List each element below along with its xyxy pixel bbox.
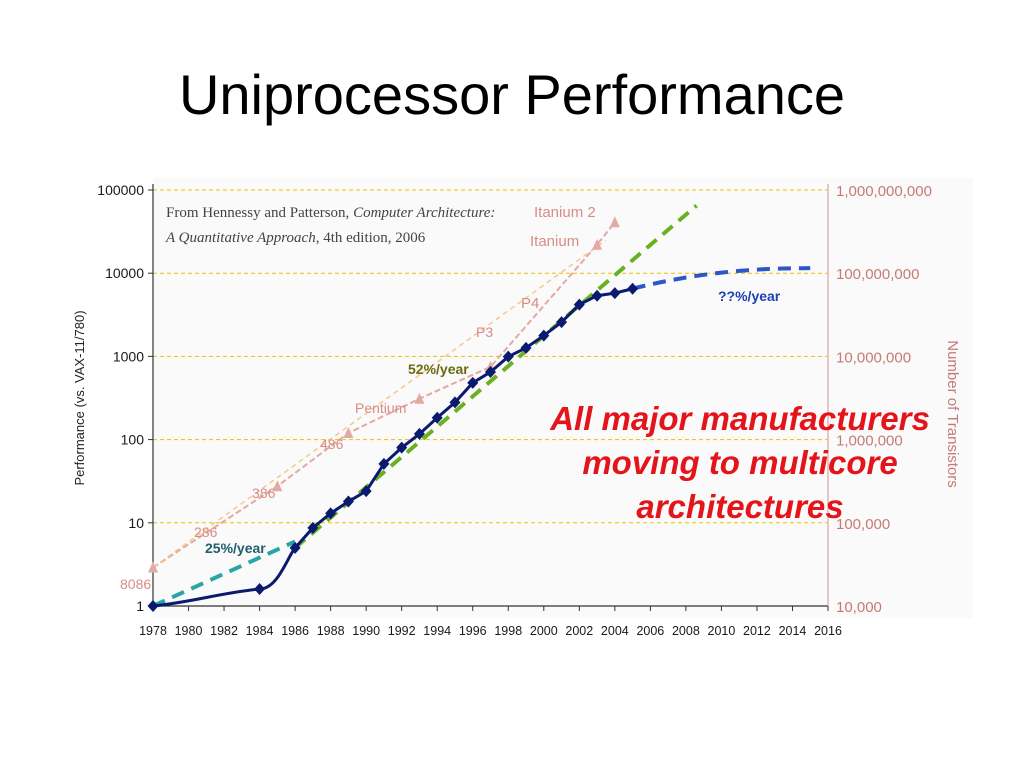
x-tick-label: 2004	[601, 624, 629, 638]
transistor-point-label: 8086	[120, 576, 151, 592]
y-axis-title: Performance (vs. VAX-11/780)	[72, 310, 87, 485]
x-tick-label: 1986	[281, 624, 309, 638]
performance-point	[556, 316, 568, 329]
transistor-point-label: 486	[320, 436, 344, 452]
performance-point	[449, 396, 461, 409]
x-tick-label: 2002	[565, 624, 593, 638]
performance-point	[254, 583, 266, 596]
x-tick-label: 2008	[672, 624, 700, 638]
performance-point	[520, 341, 532, 354]
performance-point	[609, 287, 621, 300]
y-tick-label: 1	[136, 598, 144, 614]
performance-point	[502, 350, 514, 363]
transistor-point	[272, 480, 283, 492]
performance-point	[360, 485, 372, 498]
x-tick-label: 1982	[210, 624, 238, 638]
trend-line	[632, 266, 811, 291]
performance-point	[485, 366, 496, 379]
y2-tick-label: 100,000	[836, 516, 890, 533]
y-tick-label: 10	[128, 515, 144, 531]
x-tick-label: 2016	[814, 624, 842, 638]
x-tick-label: 1998	[494, 624, 522, 638]
x-tick-label: 1978	[139, 624, 167, 638]
x-tick-label: 1992	[388, 624, 416, 638]
x-tick-label: 2006	[636, 624, 664, 638]
annotation-line: moving to multicore	[582, 444, 897, 481]
performance-point	[538, 329, 550, 342]
source-note: From Hennessy and Patterson, Computer Ar…	[165, 205, 495, 246]
x-tick-label: 1980	[175, 624, 203, 638]
transistor-point-label: Itanium	[530, 233, 579, 250]
annotation-line: architectures	[636, 488, 843, 525]
chart-labels: 8086 386 486 Pentium P3 Itanium Itanium 2 286 P4…	[120, 204, 781, 592]
x-tick-label: 2010	[708, 624, 736, 638]
performance-point	[378, 457, 390, 470]
slide-title: Uniprocessor Performance	[178, 63, 846, 126]
x-tick-label: 2000	[530, 624, 558, 638]
x-tick-label: 1988	[317, 624, 345, 638]
performance-series	[147, 282, 639, 612]
y2-tick-label: 10,000	[836, 599, 882, 616]
transistor-point	[414, 392, 425, 404]
y2-tick-label: 1,000,000	[836, 433, 903, 450]
transistor-point	[592, 238, 603, 250]
transistor-point-label: 386	[252, 485, 276, 501]
svg-text:From Hennessy and Patterson, C: From Hennessy and Patterson, Computer Ar…	[166, 205, 495, 221]
transistor-point	[609, 216, 620, 228]
performance-point	[307, 521, 319, 534]
annotation-line: All major manufacturers	[549, 400, 930, 437]
x-tick-label: 1990	[352, 624, 380, 638]
performance-point	[573, 298, 585, 311]
y2-tick-label: 10,000,000	[836, 349, 911, 366]
y2-axis-title: Number of Transistors	[944, 340, 961, 488]
multicore-annotation: All major manufacturers moving to multico…	[549, 400, 930, 525]
transistor-point-label: 286	[194, 524, 218, 540]
transistor-point	[148, 561, 158, 573]
y2-tick-label: 100,000,000	[836, 266, 919, 283]
trend-line	[152, 539, 296, 608]
transistor-point-label: P4	[521, 295, 539, 312]
x-tick-label: 1996	[459, 624, 487, 638]
performance-point	[431, 411, 443, 424]
performance-point	[467, 376, 479, 389]
x-tick-label: 1994	[423, 624, 451, 638]
y-tick-label: 100	[121, 432, 145, 448]
performance-point	[342, 495, 354, 508]
performance-point	[396, 441, 408, 454]
svg-text:A Quantitative Approach, 4th e: A Quantitative Approach, 4th edition, 20…	[165, 230, 426, 246]
transistor-trend	[152, 239, 607, 569]
x-tick-label: 2014	[779, 624, 807, 638]
trend-label: 25%/year	[205, 540, 266, 556]
transistor-point-label: P3	[476, 324, 493, 340]
y-tick-label: 10000	[105, 265, 144, 281]
y-tick-label: 1000	[113, 348, 144, 364]
transistor-point-label: Itanium 2	[534, 204, 596, 221]
performance-point	[591, 289, 603, 302]
transistor-point-label: Pentium	[355, 400, 406, 416]
performance-point	[627, 282, 639, 295]
x-tick-label: 1984	[246, 624, 274, 638]
trend-label: 52%/year	[408, 361, 469, 377]
y-tick-label: 100000	[97, 182, 144, 198]
transistor-point	[343, 427, 354, 439]
performance-point	[325, 507, 337, 520]
performance-point	[413, 427, 425, 440]
performance-point	[147, 600, 159, 612]
y2-tick-label: 1,000,000,000	[836, 183, 932, 200]
axes: 1 10 100 1000 10000 100000 10,000 100,000 1,000,…	[72, 182, 961, 638]
x-tick-label: 2012	[743, 624, 771, 638]
trend-label: ??%/year	[718, 288, 781, 304]
performance-point	[289, 541, 301, 554]
